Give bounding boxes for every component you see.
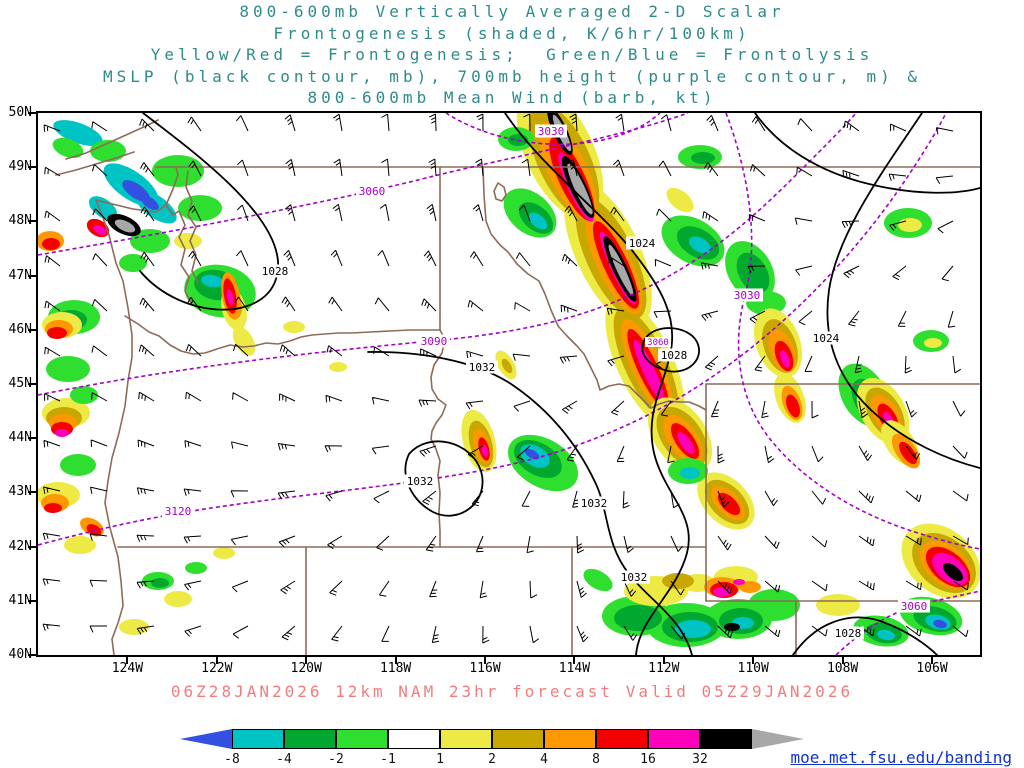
map-frame: 3030 3060 3090 3030 3120 3060 3060 1028 1024 1028…: [36, 111, 982, 657]
colorbar-tick-label: -8: [224, 752, 240, 767]
state-borders: [55, 119, 980, 655]
lon-label: 116W: [469, 661, 501, 676]
title-line: MSLP (black contour, mb), 700mb height (…: [103, 66, 921, 86]
lon-label: 118W: [379, 661, 412, 676]
colorbar-cell-8-to-16: [596, 729, 648, 749]
svg-text:1028: 1028: [262, 265, 289, 278]
lon-label: 120W: [290, 661, 322, 676]
colorbar-tick-label: 2: [488, 752, 496, 767]
axis-tick: [28, 220, 36, 223]
axis-tick: [305, 657, 308, 664]
lon-label: 110W: [737, 661, 769, 676]
lat-label: 44N: [8, 430, 32, 446]
axis-tick: [28, 437, 36, 440]
axis-tick: [931, 657, 933, 664]
axis-tick: [215, 657, 218, 664]
svg-text:1028: 1028: [661, 349, 688, 362]
source-link[interactable]: moe.met.fsu.edu/banding: [790, 748, 1012, 767]
colorbar-cell-4-to-8: [544, 729, 596, 749]
lon-label: 124W: [111, 661, 144, 676]
lon-label: 112W: [648, 661, 680, 676]
axis-tick: [28, 166, 36, 169]
lon-label: 114W: [558, 661, 591, 676]
lat-label: 40N: [8, 647, 32, 662]
wind-barbs: [42, 113, 969, 644]
svg-text:3060: 3060: [359, 185, 386, 198]
svg-text:3120: 3120: [165, 505, 192, 518]
axis-tick: [573, 657, 576, 664]
svg-text:1024: 1024: [813, 332, 840, 345]
lat-label: 47N: [8, 267, 32, 283]
lat-label: 41N: [8, 592, 32, 608]
colorbar-tick-label: -2: [328, 752, 344, 767]
colorbar-tick-label: 8: [592, 752, 600, 767]
colorbar-tick-label: -4: [276, 752, 292, 767]
colorbar-cell-2-to-4: [492, 729, 544, 749]
colorbar-cell--8-to--4: [232, 729, 284, 749]
svg-text:1024: 1024: [629, 237, 656, 250]
lat-label: 49N: [8, 159, 32, 175]
svg-text:1028: 1028: [835, 627, 862, 640]
lat-label: 42N: [8, 538, 32, 554]
colorbar-tick-label: -1: [380, 752, 396, 767]
title-line: Yellow/Red = Frontogenesis; Green/Blue =…: [150, 45, 874, 64]
axis-tick: [28, 491, 36, 494]
svg-text:3030: 3030: [734, 289, 761, 302]
svg-text:3090: 3090: [421, 335, 448, 348]
forecast-caption: 06Z28JAN2026 12km NAM 23hr forecast Vali…: [170, 682, 854, 701]
title-line: Frontogenesis (shaded, K/6hr/100km): [273, 23, 751, 43]
colorbar-tick-label: 1: [436, 752, 444, 767]
svg-text:1032: 1032: [581, 497, 608, 510]
svg-text:3060: 3060: [901, 600, 928, 613]
colorbar-cell--1-to-1: [388, 729, 440, 749]
colorbar-cell-16-to-32: [648, 729, 700, 749]
axis-tick: [28, 112, 36, 114]
lat-label: 48N: [8, 213, 32, 229]
axis-tick: [28, 599, 36, 602]
colorbar-tick-label: 32: [692, 752, 708, 767]
axis-tick: [394, 657, 397, 664]
svg-text:1032: 1032: [621, 571, 648, 584]
shading-layer: [38, 113, 980, 647]
axis-tick: [28, 328, 36, 331]
axis-tick: [126, 657, 129, 664]
axis-tick: [841, 657, 844, 664]
axis-tick: [28, 383, 36, 385]
svg-text:3060: 3060: [647, 338, 669, 348]
title-block: 800-600mb Vertically Averaged 2-D Scalar…: [0, 1, 1024, 109]
lat-label: 46N: [8, 321, 32, 337]
lon-label: 122W: [201, 661, 233, 676]
colorbar-tick-label: 4: [540, 752, 548, 767]
colorbar-cell-over-32: [700, 729, 752, 749]
colorbar-cell-extreme: [752, 729, 804, 749]
contour-labels: 3030306030903030312030603060102810241028…: [162, 124, 930, 640]
colorbar-cell--2-to--1: [336, 729, 388, 749]
axis-tick: [752, 657, 755, 664]
title-line: 800-600mb Mean Wind (barb, kt): [307, 88, 717, 107]
svg-text:1032: 1032: [407, 475, 434, 488]
colorbar-tick-label: 16: [640, 752, 656, 767]
axis-tick: [28, 545, 36, 548]
lon-label: 106W: [916, 661, 948, 676]
axis-tick: [28, 274, 36, 277]
svg-text:1032: 1032: [469, 361, 496, 374]
axis-tick: [28, 654, 36, 656]
axis-tick: [484, 657, 486, 664]
svg-text:3030: 3030: [538, 125, 565, 138]
title-line: 800-600mb Vertically Averaged 2-D Scalar: [239, 2, 785, 21]
lat-label: 45N: [8, 376, 32, 391]
weather-map: 3030306030903030312030603060102810241028…: [38, 113, 980, 655]
colorbar-cell--4-to--2: [284, 729, 336, 749]
colorbar: [180, 729, 804, 749]
axis-tick: [662, 657, 665, 664]
lon-label: 108W: [826, 661, 859, 676]
colorbar-cell-less-than-minus-8: [180, 729, 232, 749]
colorbar-cell-1-to-2: [440, 729, 492, 749]
lat-label: 43N: [8, 484, 32, 500]
